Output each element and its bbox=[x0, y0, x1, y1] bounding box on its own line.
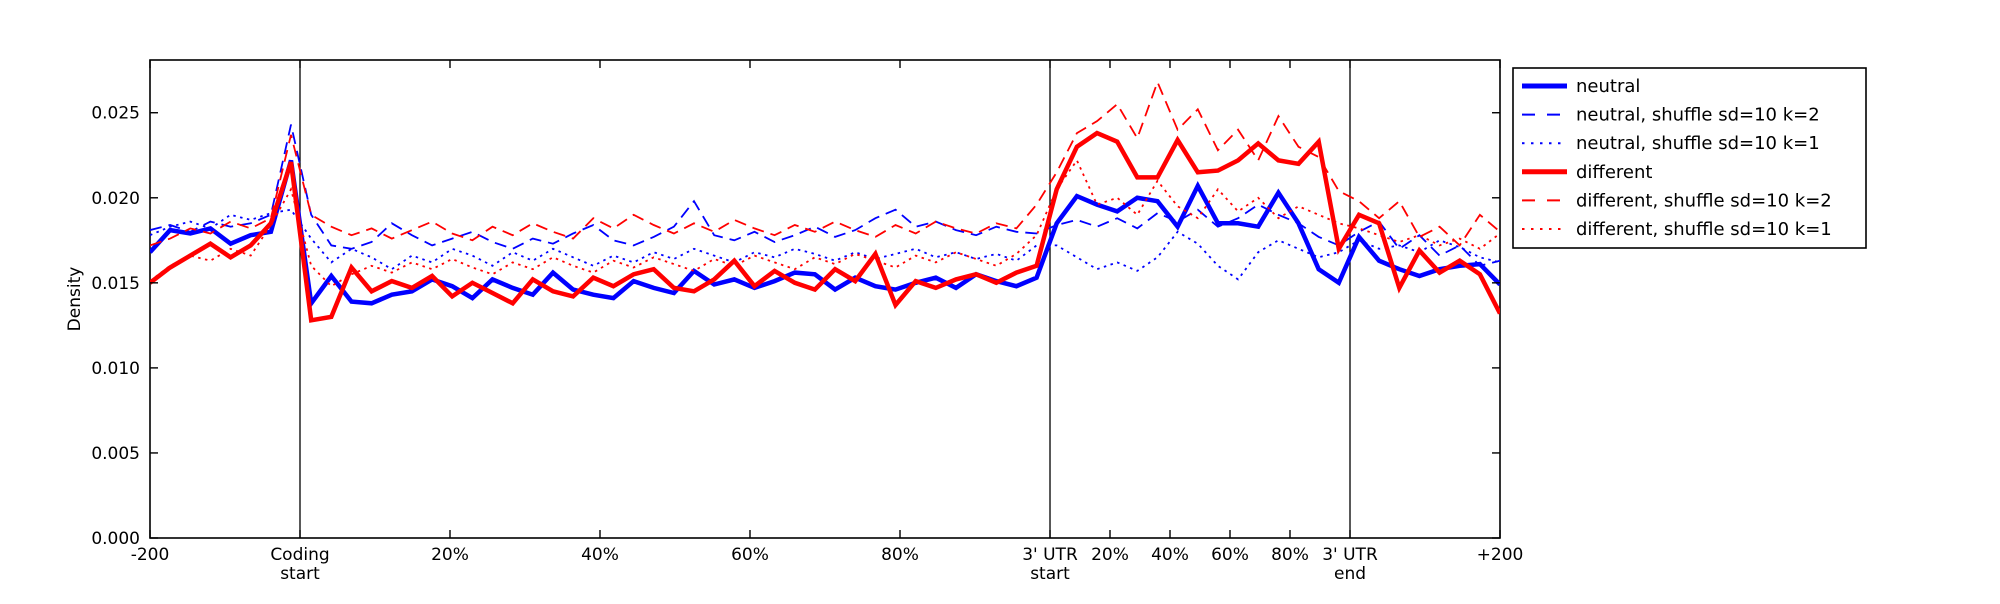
y-tick-label: 0.000 bbox=[91, 529, 140, 549]
legend-label: neutral bbox=[1576, 76, 1640, 97]
legend-item-1: neutral, shuffle sd=10 k=2 bbox=[1522, 105, 1820, 126]
series-line-2-neutral-shuffle-sd-10-k-1 bbox=[150, 208, 1500, 281]
x-tick-label: 80% bbox=[1271, 545, 1309, 565]
series-line-3-different bbox=[150, 130, 1500, 323]
x-tick-labels: -200 Coding start 20% 40% 60% 80% 3' UTR start 20… bbox=[131, 545, 1524, 584]
x-tick-label: 60% bbox=[731, 545, 769, 565]
x-tick-label: 80% bbox=[881, 545, 919, 565]
x-tick-label: 3' UTR end bbox=[1322, 545, 1378, 584]
legend-label: different, shuffle sd=10 k=2 bbox=[1576, 190, 1832, 211]
x-tick-label: 3' UTR start bbox=[1022, 545, 1078, 584]
y-tick-labels: 0.000 0.005 0.010 0.015 0.020 0.025 bbox=[91, 104, 140, 549]
x-tick-label: +200 bbox=[1477, 545, 1524, 565]
y-tick-label: 0.020 bbox=[91, 189, 140, 209]
x-tick-label: 40% bbox=[1151, 545, 1189, 565]
series-lines bbox=[150, 79, 1500, 323]
series-line-1-neutral-shuffle-sd-10-k-2 bbox=[150, 124, 1500, 267]
axis-ticks bbox=[149, 60, 1501, 539]
legend-label: neutral, shuffle sd=10 k=2 bbox=[1576, 105, 1820, 126]
legend-label: different bbox=[1576, 162, 1652, 183]
legend-box bbox=[1512, 67, 1867, 249]
plot-area bbox=[149, 59, 1501, 539]
legend-item-4: different, shuffle sd=10 k=2 bbox=[1522, 190, 1832, 211]
y-tick-label: 0.010 bbox=[91, 359, 140, 379]
x-tick-label: 20% bbox=[1091, 545, 1129, 565]
y-axis-label: Density bbox=[65, 267, 85, 332]
y-tick-label: 0.015 bbox=[91, 274, 140, 294]
series-line-4-different-shuffle-sd-10-k-2 bbox=[150, 79, 1500, 247]
x-tick-label: 40% bbox=[581, 545, 619, 565]
legend-item-2: neutral, shuffle sd=10 k=1 bbox=[1522, 133, 1820, 154]
legend: neutral neutral, shuffle sd=10 k=2 neutral… bbox=[1512, 67, 1867, 249]
region-boundary-lines bbox=[299, 60, 1351, 538]
x-tick-label: -200 bbox=[131, 545, 170, 565]
legend-item-0: neutral bbox=[1522, 76, 1640, 97]
legend-label: neutral, shuffle sd=10 k=1 bbox=[1576, 133, 1820, 154]
x-tick-label: Coding start bbox=[270, 545, 329, 584]
legend-item-5: different, shuffle sd=10 k=1 bbox=[1522, 219, 1832, 240]
x-tick-label: 20% bbox=[431, 545, 469, 565]
x-tick-label: 60% bbox=[1211, 545, 1249, 565]
y-tick-label: 0.005 bbox=[91, 444, 140, 464]
y-tick-label: 0.025 bbox=[91, 104, 140, 124]
legend-item-3: different bbox=[1522, 162, 1652, 183]
legend-label: different, shuffle sd=10 k=1 bbox=[1576, 219, 1832, 240]
